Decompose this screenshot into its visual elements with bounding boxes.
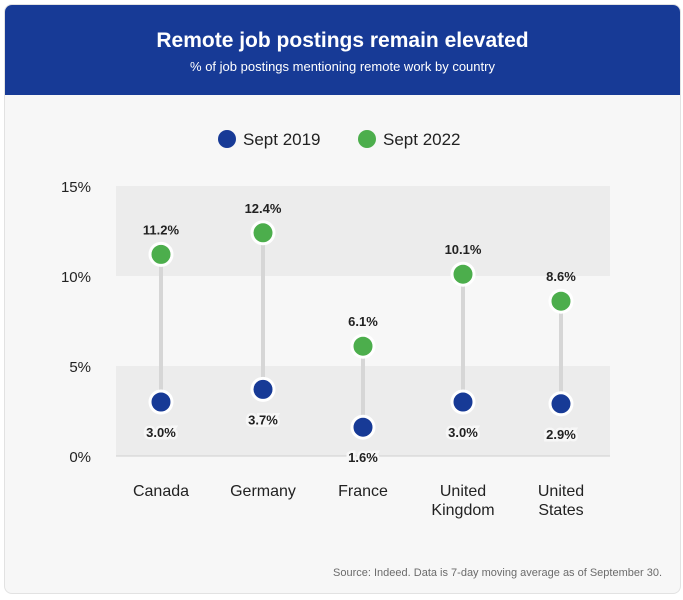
point-sept2022 bbox=[250, 220, 276, 246]
data-label-sept2019: 3.0% bbox=[448, 425, 478, 440]
x-tick-label: France bbox=[338, 483, 388, 500]
point-sept2019 bbox=[450, 389, 476, 415]
point-sept2019 bbox=[350, 414, 376, 440]
point-sept2022 bbox=[548, 288, 574, 314]
x-tick-label: Germany bbox=[230, 483, 296, 500]
data-label-sept2022: 12.4% bbox=[245, 201, 282, 216]
y-tick-label: 0% bbox=[69, 449, 91, 466]
x-tick-label: States bbox=[538, 502, 583, 519]
grid-band bbox=[116, 186, 610, 276]
point-sept2019 bbox=[250, 376, 276, 402]
dumbbell-chart: 0% 5% 10% 15% Sept 2019 Sept 2022 11.2% 3.0% Can… bbox=[61, 130, 610, 519]
data-label-sept2019: 2.9% bbox=[546, 427, 576, 442]
y-tick-label: 15% bbox=[61, 179, 91, 196]
legend-label-sept2022: Sept 2022 bbox=[383, 130, 461, 149]
x-tick-label: Canada bbox=[133, 483, 189, 500]
legend-marker-sept2019 bbox=[218, 130, 236, 148]
legend-label-sept2019: Sept 2019 bbox=[243, 130, 321, 149]
source-note: Source: Indeed. Data is 7-day moving ave… bbox=[333, 567, 662, 579]
data-label-sept2019: 3.0% bbox=[146, 425, 176, 440]
data-label-sept2022: 11.2% bbox=[143, 222, 180, 237]
data-label-sept2022: 6.1% bbox=[348, 314, 378, 329]
data-label-sept2022: 10.1% bbox=[445, 242, 482, 257]
data-label-sept2019: 1.6% bbox=[348, 450, 378, 465]
y-tick-label: 10% bbox=[61, 269, 91, 286]
point-sept2022 bbox=[350, 333, 376, 359]
x-tick-label: United bbox=[538, 483, 584, 500]
point-sept2022 bbox=[148, 241, 174, 267]
chart-title: Remote job postings remain elevated bbox=[156, 29, 529, 52]
x-tick-label: Kingdom bbox=[431, 502, 494, 519]
point-sept2019 bbox=[548, 391, 574, 417]
chart-card: Remote job postings remain elevated % of… bbox=[4, 4, 681, 594]
legend-marker-sept2022 bbox=[358, 130, 376, 148]
y-tick-label: 5% bbox=[69, 359, 91, 376]
chart-header: Remote job postings remain elevated % of… bbox=[5, 5, 680, 95]
x-tick-label: United bbox=[440, 483, 486, 500]
data-label-sept2019: 3.7% bbox=[248, 412, 278, 427]
data-label-sept2022: 8.6% bbox=[546, 269, 576, 284]
chart-subtitle: % of job postings mentioning remote work… bbox=[190, 59, 495, 74]
point-sept2019 bbox=[148, 389, 174, 415]
point-sept2022 bbox=[450, 261, 476, 287]
